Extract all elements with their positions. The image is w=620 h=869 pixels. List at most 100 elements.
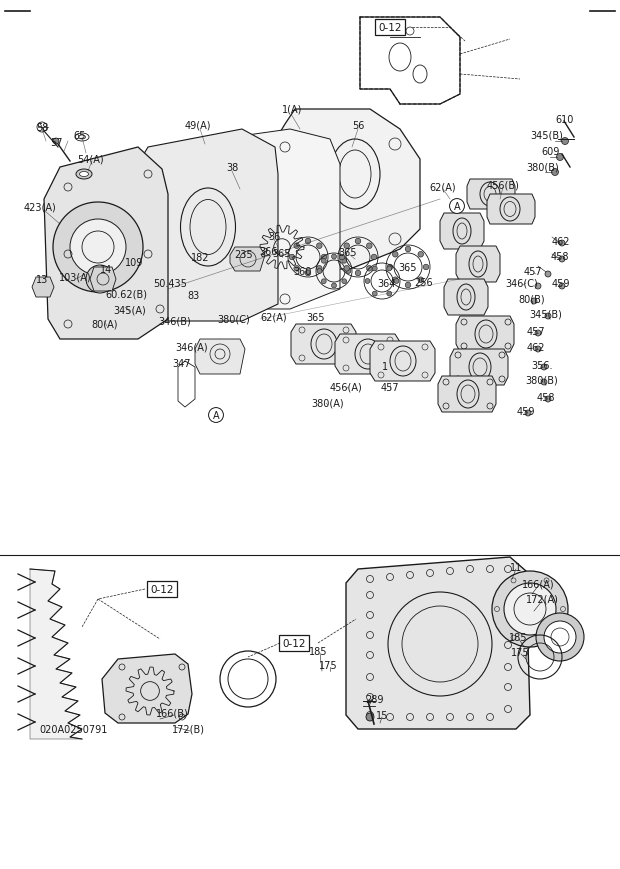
Circle shape <box>70 220 126 275</box>
Circle shape <box>536 614 584 661</box>
Circle shape <box>418 277 423 283</box>
Text: 457: 457 <box>524 267 542 276</box>
Circle shape <box>535 347 541 353</box>
Text: 62(A): 62(A) <box>430 182 456 193</box>
Text: 11: 11 <box>510 562 522 573</box>
Text: 58: 58 <box>36 123 48 133</box>
Text: 109: 109 <box>125 258 143 268</box>
Text: 289: 289 <box>365 694 383 704</box>
Circle shape <box>492 571 568 647</box>
Text: 356.: 356. <box>531 361 553 370</box>
Circle shape <box>405 247 411 253</box>
Circle shape <box>317 266 322 272</box>
Text: 50.435: 50.435 <box>153 279 187 289</box>
Polygon shape <box>444 280 488 315</box>
Polygon shape <box>370 342 435 381</box>
Circle shape <box>418 252 423 258</box>
Text: 13: 13 <box>36 275 48 285</box>
Text: 83: 83 <box>188 290 200 301</box>
Circle shape <box>294 243 299 249</box>
Circle shape <box>392 277 398 283</box>
Polygon shape <box>195 340 245 375</box>
Text: 609: 609 <box>542 147 560 156</box>
Polygon shape <box>44 148 168 340</box>
Circle shape <box>545 396 551 402</box>
Text: 347: 347 <box>173 359 191 368</box>
Circle shape <box>545 314 551 320</box>
Circle shape <box>305 239 311 244</box>
Circle shape <box>541 380 547 386</box>
Circle shape <box>339 255 345 261</box>
Circle shape <box>559 241 565 247</box>
Circle shape <box>92 272 108 288</box>
Text: 462: 462 <box>527 342 545 353</box>
Polygon shape <box>467 180 515 209</box>
Circle shape <box>321 255 327 261</box>
Circle shape <box>332 255 337 260</box>
Circle shape <box>53 139 59 145</box>
Polygon shape <box>102 654 192 723</box>
Text: 365: 365 <box>339 248 357 258</box>
Circle shape <box>405 283 411 289</box>
Text: 14: 14 <box>100 265 112 275</box>
Text: 366: 366 <box>259 247 277 256</box>
Text: 345(A): 345(A) <box>113 306 146 315</box>
Circle shape <box>355 239 361 244</box>
Text: 462: 462 <box>552 236 570 247</box>
Polygon shape <box>230 248 265 272</box>
Circle shape <box>366 243 372 249</box>
Circle shape <box>504 583 556 635</box>
Polygon shape <box>438 376 496 413</box>
Text: 380(C): 380(C) <box>218 315 250 325</box>
Text: 1: 1 <box>382 362 388 372</box>
Text: 346(C): 346(C) <box>506 279 538 289</box>
Text: 365: 365 <box>307 313 326 322</box>
Text: 457: 457 <box>526 327 546 336</box>
Text: 182: 182 <box>191 253 210 262</box>
Circle shape <box>332 283 337 289</box>
Polygon shape <box>32 278 54 298</box>
Polygon shape <box>291 325 356 365</box>
Text: 80(A): 80(A) <box>92 320 118 329</box>
Text: 175: 175 <box>511 647 529 657</box>
Text: 36: 36 <box>268 232 280 242</box>
Polygon shape <box>335 335 400 375</box>
Text: 346(B): 346(B) <box>159 316 192 327</box>
Text: 80(B): 80(B) <box>519 295 546 305</box>
Text: 166(B): 166(B) <box>156 708 188 718</box>
Text: 166(A): 166(A) <box>521 580 554 589</box>
Text: 364: 364 <box>377 279 395 289</box>
Text: 56: 56 <box>352 121 364 131</box>
Text: 456(B): 456(B) <box>487 181 520 191</box>
Text: 54(A): 54(A) <box>77 155 104 165</box>
Circle shape <box>86 266 114 294</box>
Polygon shape <box>132 129 278 322</box>
Text: 458: 458 <box>551 252 569 262</box>
Text: 020A0250791: 020A0250791 <box>40 724 108 734</box>
Circle shape <box>371 255 377 261</box>
Text: 380(A): 380(A) <box>312 399 344 408</box>
Circle shape <box>552 169 559 176</box>
Polygon shape <box>450 349 508 386</box>
Text: 458: 458 <box>537 393 556 402</box>
Text: A: A <box>213 410 219 421</box>
Circle shape <box>53 202 143 293</box>
Circle shape <box>366 266 372 272</box>
Circle shape <box>531 299 537 305</box>
Text: 235: 235 <box>235 249 254 260</box>
Circle shape <box>342 280 347 284</box>
Circle shape <box>541 365 547 370</box>
Circle shape <box>562 138 569 145</box>
Text: 1(A): 1(A) <box>282 105 302 115</box>
Text: 380(B): 380(B) <box>526 375 559 386</box>
Polygon shape <box>148 129 340 309</box>
Text: 345(B): 345(B) <box>531 131 564 141</box>
Circle shape <box>346 269 351 274</box>
Text: 360: 360 <box>294 267 312 276</box>
Text: 172(B): 172(B) <box>172 724 205 734</box>
Circle shape <box>366 713 374 721</box>
Text: 365: 365 <box>273 249 291 259</box>
Circle shape <box>344 243 350 249</box>
Circle shape <box>355 271 361 276</box>
Text: 60.62(B): 60.62(B) <box>105 289 147 300</box>
